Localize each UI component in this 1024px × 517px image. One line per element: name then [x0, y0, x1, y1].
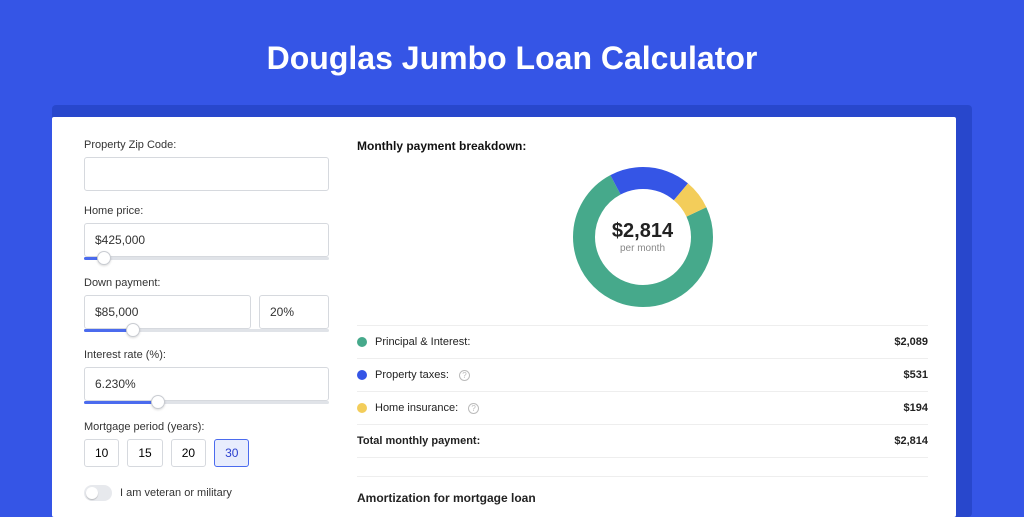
zip-label: Property Zip Code:	[84, 139, 329, 151]
breakdown-panel: Monthly payment breakdown: $2,814 per mo…	[357, 139, 928, 517]
legend-label: Principal & Interest:	[375, 336, 470, 348]
donut-center-sub: per month	[620, 243, 665, 254]
form-panel: Property Zip Code: Home price: Down paym…	[84, 139, 329, 517]
legend-label: Property taxes:	[375, 369, 449, 381]
total-label: Total monthly payment:	[357, 435, 480, 447]
period-button-20[interactable]: 20	[171, 439, 206, 467]
legend-row: Principal & Interest: $2,089	[357, 326, 928, 359]
period-label: Mortgage period (years):	[84, 421, 329, 433]
home-price-input[interactable]	[84, 223, 329, 257]
legend-value: $194	[904, 402, 928, 414]
legend-dot	[357, 403, 367, 413]
legend-dot	[357, 337, 367, 347]
interest-input[interactable]	[84, 367, 329, 401]
down-payment-pct-input[interactable]	[259, 295, 329, 329]
payment-donut-chart: $2,814 per month	[573, 167, 713, 307]
zip-input[interactable]	[84, 157, 329, 191]
legend-label: Home insurance:	[375, 402, 458, 414]
interest-slider[interactable]	[84, 399, 329, 407]
legend-total-row: Total monthly payment: $2,814	[357, 425, 928, 458]
donut-center-amount: $2,814	[612, 220, 673, 243]
calculator-card: Property Zip Code: Home price: Down paym…	[52, 117, 956, 517]
breakdown-title: Monthly payment breakdown:	[357, 139, 928, 153]
interest-label: Interest rate (%):	[84, 349, 329, 361]
amortization-title: Amortization for mortgage loan	[357, 491, 928, 505]
total-value: $2,814	[894, 435, 928, 447]
home-price-slider[interactable]	[84, 255, 329, 263]
page-title: Douglas Jumbo Loan Calculator	[52, 40, 972, 77]
legend-value: $531	[904, 369, 928, 381]
down-payment-label: Down payment:	[84, 277, 329, 289]
home-price-label: Home price:	[84, 205, 329, 217]
veteran-toggle[interactable]	[84, 485, 112, 501]
info-icon[interactable]: ?	[459, 370, 470, 381]
info-icon[interactable]: ?	[468, 403, 479, 414]
down-payment-slider[interactable]	[84, 327, 329, 335]
down-payment-input[interactable]	[84, 295, 251, 329]
legend-row: Property taxes:? $531	[357, 359, 928, 392]
amortization-section: Amortization for mortgage loan Amortizat…	[357, 476, 928, 517]
legend-row: Home insurance:? $194	[357, 392, 928, 425]
legend-dot	[357, 370, 367, 380]
legend-value: $2,089	[894, 336, 928, 348]
period-button-10[interactable]: 10	[84, 439, 119, 467]
period-button-15[interactable]: 15	[127, 439, 162, 467]
period-button-30[interactable]: 30	[214, 439, 249, 467]
card-shadow-wrap: Property Zip Code: Home price: Down paym…	[52, 105, 972, 517]
veteran-label: I am veteran or military	[120, 487, 232, 499]
